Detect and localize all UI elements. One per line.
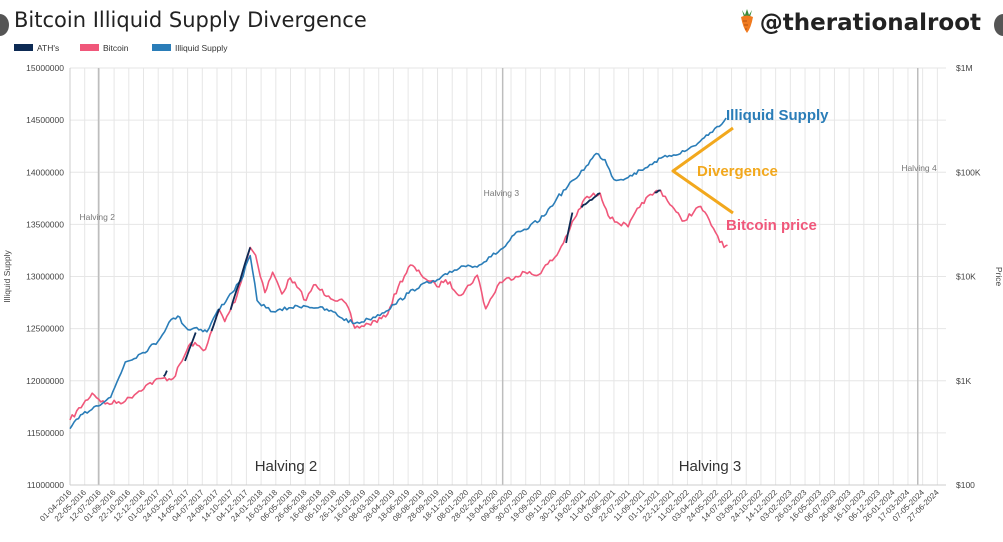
- halving-bottom-label: Halving 3: [679, 458, 742, 475]
- series-segment-ath: [654, 189, 661, 194]
- series-line-illiquid-supply: [69, 117, 727, 430]
- y2-tick-label: $1M: [956, 63, 973, 73]
- y2-tick-label: $100K: [956, 167, 981, 177]
- y-tick-label: 12500000: [26, 324, 64, 334]
- y2-tick-label: $10K: [956, 272, 976, 282]
- handle-text: @therationalroot: [759, 10, 981, 36]
- halving-bottom-label: Halving 2: [255, 458, 318, 475]
- chart-annotations: Illiquid Supply Divergence Bitcoin price: [671, 107, 829, 234]
- divergence-chevron: [671, 126, 734, 215]
- avatar-left: [0, 14, 9, 36]
- halving-label: Halving 2: [80, 212, 116, 222]
- series-segment-ath: [162, 370, 168, 377]
- legend-swatch: [152, 44, 171, 51]
- y-tick-label: 13500000: [26, 219, 64, 229]
- avatar-right: [994, 14, 1003, 36]
- y-axis-label: Illiquid Supply: [2, 250, 12, 303]
- series-segment-ath: [229, 247, 252, 310]
- y-tick-label: 12000000: [26, 376, 64, 386]
- legend-swatch: [80, 44, 99, 51]
- legend-swatch: [14, 44, 33, 51]
- halving-label: Halving 3: [484, 188, 520, 198]
- y-tick-label: 15000000: [26, 63, 64, 73]
- y2-axis-label: Price: [994, 267, 1003, 287]
- y-tick-label: 13000000: [26, 272, 64, 282]
- series-segment-ath: [210, 308, 221, 332]
- y-tick-label: 14500000: [26, 115, 64, 125]
- y2-tick-label: $100: [956, 480, 975, 490]
- y2-tick-label: $1K: [956, 376, 971, 386]
- series-segment-ath: [184, 332, 197, 362]
- y-tick-label: 14000000: [26, 167, 64, 177]
- legend: ATH's Bitcoin Illiquid Supply: [14, 43, 228, 53]
- page-title: Bitcoin Illiquid Supply Divergence: [14, 8, 367, 32]
- y-tick-label: 11000000: [27, 480, 64, 490]
- series-segment-ath: [580, 192, 601, 208]
- chart-series: [69, 117, 728, 430]
- legend-label: Illiquid Supply: [175, 43, 228, 53]
- chart-grid: [69, 67, 946, 486]
- legend-label: Bitcoin: [103, 43, 129, 53]
- halving-label: Halving 4: [901, 163, 937, 173]
- halving-markers: Halving 2 Halving 3 Halving 4 Halving 2 Halv…: [80, 68, 937, 485]
- annotation-divergence: Divergence: [697, 163, 778, 180]
- annotation-bitcoin-price: Bitcoin price: [726, 217, 817, 234]
- author-handle: @therationalroot: [738, 8, 981, 36]
- legend-label: ATH's: [37, 43, 59, 53]
- annotation-illiquid-supply: Illiquid Supply: [726, 107, 829, 124]
- carrot-icon: [738, 8, 756, 34]
- series-line-bitcoin: [69, 189, 728, 421]
- series-segment-ath: [565, 212, 574, 244]
- y-tick-label: 11500000: [27, 428, 64, 438]
